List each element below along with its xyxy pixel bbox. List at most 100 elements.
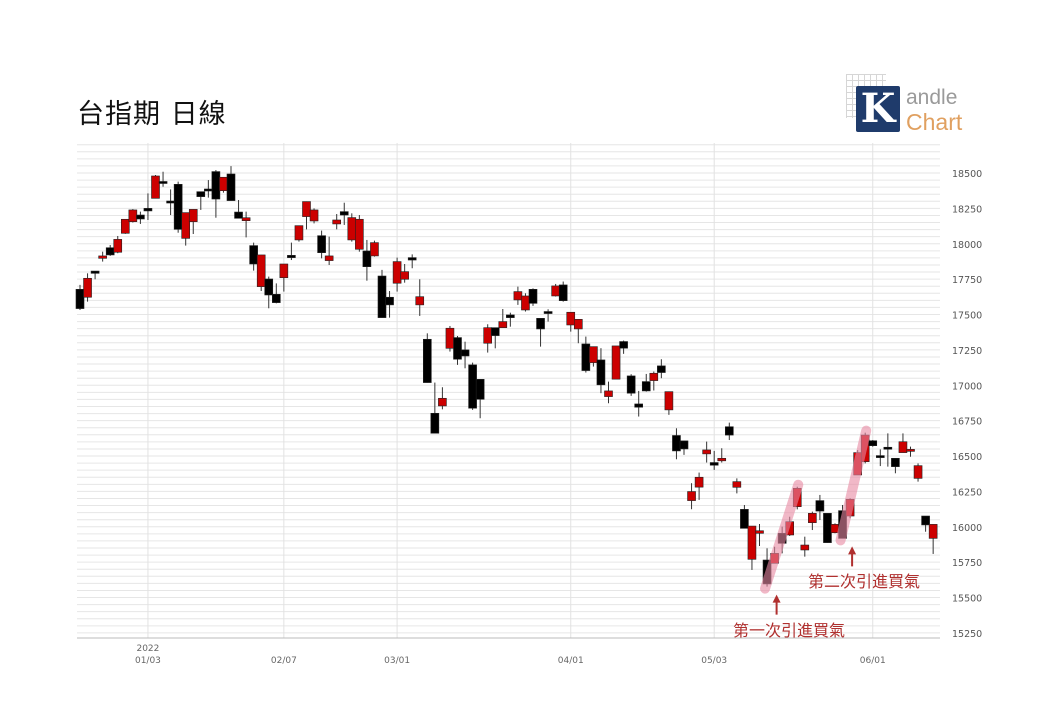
candle (98, 251, 107, 262)
candle (740, 504, 749, 529)
candle-body-up (188, 209, 198, 222)
candle (294, 225, 304, 242)
candle-body-up (717, 457, 727, 462)
annotation-first-buying: 第一次引進買氣 (733, 620, 846, 640)
candle (581, 336, 591, 373)
candle (868, 440, 878, 447)
candle (438, 387, 447, 410)
candle-body-up (445, 327, 455, 349)
candle (558, 281, 568, 302)
x-tick-label: 06/01 (860, 656, 886, 666)
candle (672, 428, 681, 460)
candle-body-up (913, 465, 923, 479)
candle-body-up (664, 391, 674, 411)
candle-body-down (143, 208, 153, 212)
candle-body-up (151, 175, 160, 199)
candle-body-up (898, 441, 908, 453)
candle (815, 494, 825, 520)
candle-body-down (581, 343, 591, 371)
candle (906, 446, 915, 457)
candle-body-up (551, 285, 560, 297)
candle (324, 236, 334, 265)
candle-body-down (823, 513, 832, 543)
candle (75, 284, 85, 310)
candle (513, 286, 523, 305)
arrow-head-icon (772, 594, 781, 603)
chart-title: 台指期 日線 (77, 99, 227, 130)
candle (453, 336, 462, 365)
candle (483, 324, 493, 353)
y-tick-label: 16000 (952, 523, 982, 534)
candle-body-down (166, 200, 175, 204)
candle (808, 511, 817, 531)
candle-body-down (204, 188, 213, 192)
candle (468, 362, 477, 410)
candle-body-up (604, 390, 613, 397)
candle-body-down (226, 173, 236, 201)
candle-body-down (105, 247, 115, 256)
candle-body-down (921, 515, 930, 526)
candle-body-up (370, 242, 379, 257)
candle-body-down (249, 245, 258, 265)
candle-body-down (339, 211, 349, 216)
candle (543, 309, 553, 322)
candle-body-up (906, 449, 915, 452)
candle (339, 202, 349, 225)
candle (128, 209, 138, 223)
candle-body-up (800, 544, 810, 551)
kandlechart-logo: K andle Chart (846, 74, 976, 138)
candle-body-down (679, 440, 689, 450)
candle (113, 235, 123, 254)
candle (641, 373, 651, 392)
candle-body-up (121, 218, 130, 234)
candle-body-down (891, 457, 900, 467)
y-tick-label: 18500 (952, 169, 982, 180)
candle-body-down (317, 235, 326, 253)
candle (121, 218, 130, 234)
candle-body-up (400, 271, 409, 280)
candle-body-down (634, 403, 644, 408)
candle (536, 318, 545, 347)
candle-body-up (332, 219, 342, 225)
candle (309, 208, 319, 224)
x-tick-label: 02/07 (271, 656, 297, 666)
candle-body-up (181, 212, 190, 239)
candle (626, 374, 636, 396)
candle-body-up (498, 321, 508, 328)
candle (105, 245, 115, 256)
candle-body-up (415, 296, 425, 306)
candle-body-down (158, 181, 168, 184)
x-tick-label: 05/03 (701, 656, 727, 666)
y-tick-label: 16750 (952, 417, 982, 428)
highlight-stroke (835, 425, 872, 546)
candle (475, 379, 485, 419)
y-tick-label: 17000 (952, 381, 982, 392)
candle-body-down (740, 509, 749, 529)
candle (687, 483, 696, 510)
candle-body-up (687, 491, 696, 501)
candle (657, 359, 666, 379)
candle-body-down (641, 381, 651, 392)
y-tick-label: 15250 (952, 629, 982, 640)
candle-body-up (83, 277, 92, 298)
candle (234, 200, 243, 219)
candle-body-down (536, 318, 545, 330)
candle (679, 440, 689, 455)
candle (913, 463, 923, 482)
candle-body-down (558, 284, 568, 301)
candle-body-up (521, 295, 530, 311)
candle (694, 472, 704, 500)
candle-body-up (347, 217, 357, 241)
candle (664, 391, 674, 415)
candle-body-up (694, 476, 704, 488)
candle (596, 348, 606, 394)
candle (891, 457, 900, 474)
candle-body-down (173, 184, 183, 230)
candle (136, 211, 145, 224)
candle (589, 346, 598, 367)
candle-body-down (362, 250, 372, 267)
candle-body-up (355, 218, 364, 250)
annotation-second-buying: 第二次引進買氣 (808, 572, 921, 592)
arrow-head-icon (848, 546, 857, 555)
